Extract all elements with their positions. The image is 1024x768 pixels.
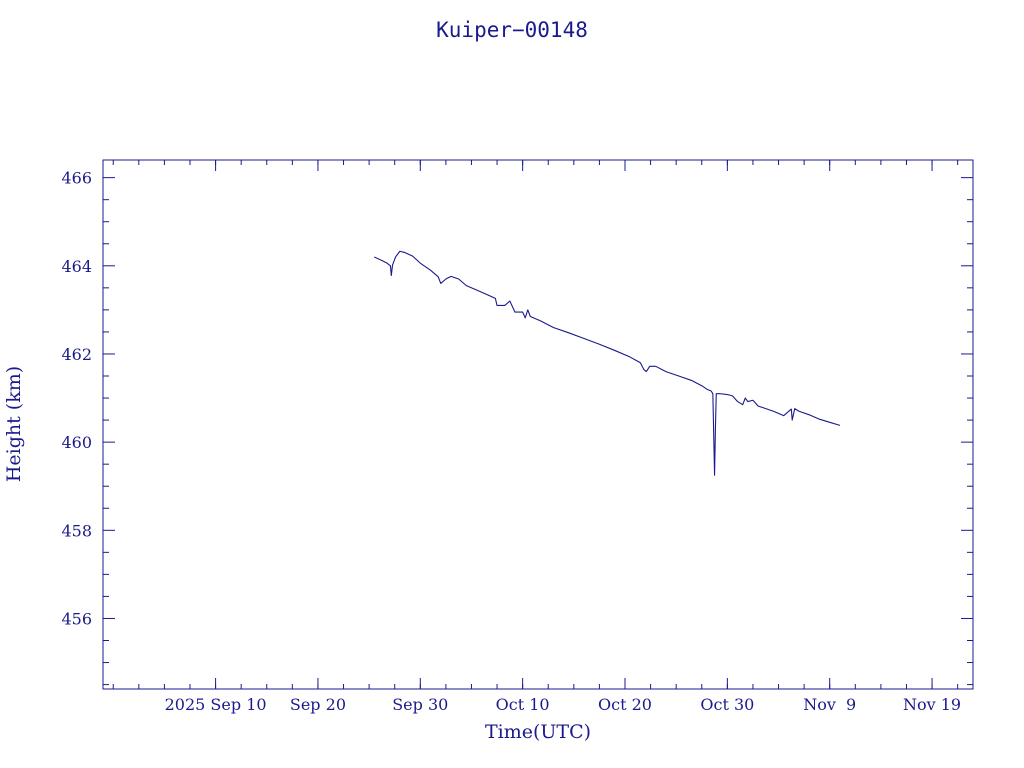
y-tick-label: 462: [61, 345, 92, 364]
series-layer: [374, 250, 841, 476]
y-tick-label: 466: [61, 169, 92, 188]
y-tick-label: 464: [61, 257, 92, 276]
x-tick-label: Oct 30: [700, 695, 754, 714]
x-tick-label: Nov 19: [903, 695, 961, 714]
x-tick-label: Nov 9: [803, 695, 856, 714]
x-tick-label: 2025 Sep 10: [165, 695, 267, 714]
x-tick-label: Oct 10: [496, 695, 550, 714]
plot-frame: [102, 159, 974, 690]
height-series-line: [374, 250, 841, 476]
y-tick-label: 460: [61, 433, 92, 452]
y-tick-label: 458: [61, 521, 92, 540]
x-tick-label: Sep 30: [392, 695, 448, 714]
x-axis-ticks: 2025 Sep 10 Sep 20 Sep 30 Oct 10 Oct 20 Oct 3…: [112, 160, 961, 714]
y-axis-label: Height (km): [3, 366, 25, 482]
x-tick-label: Sep 20: [290, 695, 346, 714]
y-tick-label: 456: [61, 609, 92, 628]
y-axis-ticks: 456 458 460 462 464 466: [61, 169, 973, 686]
x-tick-label: Oct 20: [598, 695, 652, 714]
x-axis-label: Time(UTC): [485, 721, 591, 743]
chart-title: Kuiper−00148: [436, 18, 588, 42]
